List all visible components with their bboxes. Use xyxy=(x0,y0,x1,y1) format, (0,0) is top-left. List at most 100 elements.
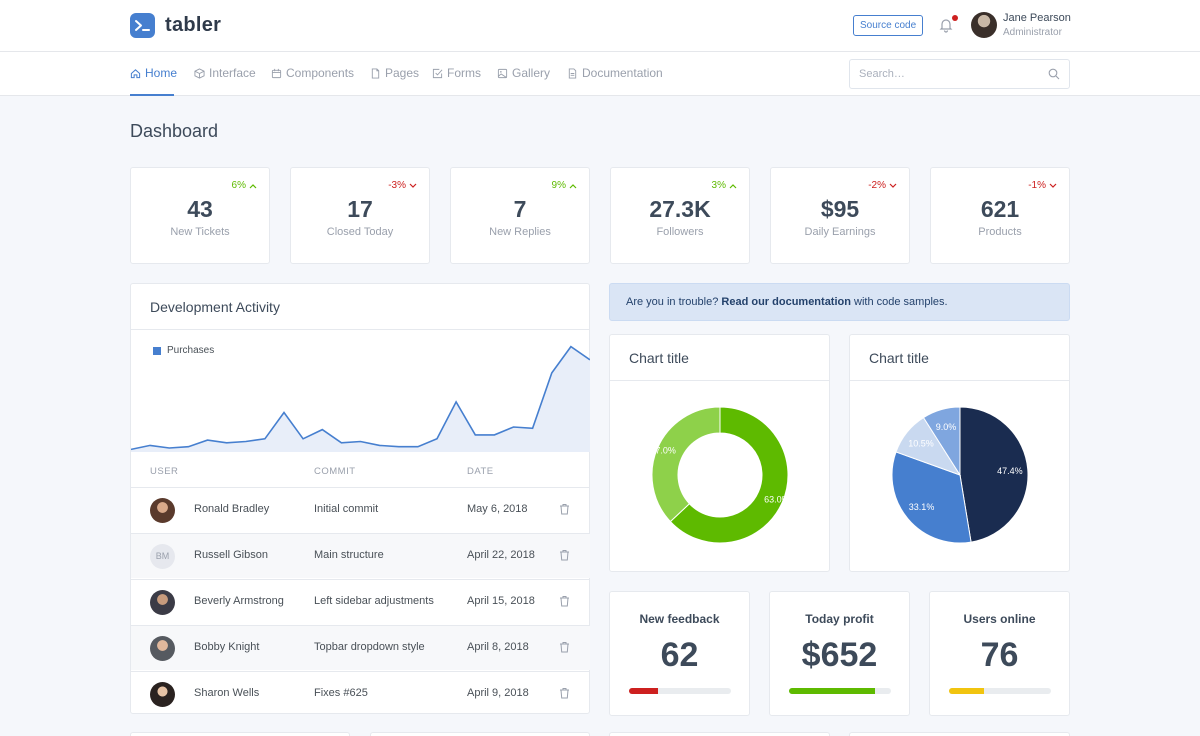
nav-item-gallery[interactable]: Gallery xyxy=(497,66,550,80)
nav-item-home[interactable]: Home xyxy=(130,66,177,80)
commit-cell: Topbar dropdown style xyxy=(314,641,425,653)
trash-icon[interactable] xyxy=(559,503,570,515)
table-row: Sharon Wells Fixes #625 April 9, 2018 xyxy=(131,671,590,716)
calendar-icon xyxy=(271,68,282,78)
stat-value: 43 xyxy=(187,196,213,222)
nav-item-forms[interactable]: Forms xyxy=(432,66,481,80)
nav-label-forms: Forms xyxy=(447,66,481,80)
progress-fill xyxy=(629,688,658,694)
commit-cell: Main structure xyxy=(314,549,384,561)
legend-label: Purchases xyxy=(167,345,215,356)
user-name-cell: Sharon Wells xyxy=(194,687,260,699)
purchases-line xyxy=(131,345,590,451)
nav-item-interface[interactable]: Interface xyxy=(194,66,256,80)
bell-icon[interactable] xyxy=(938,17,954,33)
source-code-button[interactable]: Source code xyxy=(853,15,924,36)
kpi-value: 76 xyxy=(980,636,1019,674)
alert-prefix: Are you in trouble? xyxy=(626,296,719,308)
column-header-user: USER xyxy=(150,466,179,477)
image-icon xyxy=(497,68,508,78)
slice-label: 37.0% xyxy=(650,445,676,455)
top-header: tabler Source code Jane Pearson Administ… xyxy=(0,0,1200,52)
progress-bar xyxy=(949,688,1051,694)
chart-slice xyxy=(922,406,961,477)
stat-change-value: -1% xyxy=(1028,180,1046,191)
commit-cell: Left sidebar adjustments xyxy=(314,595,434,607)
chevron-up-icon xyxy=(249,183,257,188)
chevron-down-icon xyxy=(409,183,417,188)
date-cell: May 6, 2018 xyxy=(467,503,528,515)
progress-fill xyxy=(789,688,875,694)
page-title: Dashboard xyxy=(130,121,219,141)
chart-legend: Purchases xyxy=(153,345,214,356)
commit-cell: Initial commit xyxy=(314,503,379,515)
legend-swatch xyxy=(153,346,161,355)
box-icon xyxy=(194,67,205,79)
slice-label: 47.4% xyxy=(997,466,1023,476)
chart-title: Chart title xyxy=(869,350,929,366)
kpi-title: New feedback xyxy=(639,612,720,626)
purchases-area xyxy=(131,346,590,452)
brand-logo[interactable]: tabler xyxy=(130,13,221,38)
date-cell: April 22, 2018 xyxy=(467,549,535,561)
stat-value: 621 xyxy=(980,196,1020,222)
notification-dot xyxy=(952,15,958,21)
card-title: Development Activity xyxy=(150,299,280,315)
donut-chart: 63.0% 37.0% xyxy=(650,406,790,544)
stat-label: Products xyxy=(978,226,1022,238)
chevron-up-icon xyxy=(729,183,737,188)
stat-change-value: 3% xyxy=(711,180,726,191)
nav-item-documentation[interactable]: Documentation xyxy=(567,66,663,80)
nav-label-documentation: Documentation xyxy=(582,66,663,80)
card-edge xyxy=(130,732,350,736)
file-icon xyxy=(371,67,380,79)
donut-chart-card: Chart title 63.0% 37.0% xyxy=(609,334,830,572)
purchases-area-chart xyxy=(131,345,590,452)
trash-icon[interactable] xyxy=(559,549,570,561)
stat-change-value: 9% xyxy=(551,180,566,191)
card-edge xyxy=(370,732,590,736)
stat-value: 17 xyxy=(347,196,373,222)
stat-change-value: -2% xyxy=(868,180,886,191)
search-box[interactable] xyxy=(849,59,1070,89)
kpi-card: Today profit $652 xyxy=(769,591,910,716)
stat-value: 7 xyxy=(513,196,527,222)
slice-label: 63.0% xyxy=(764,495,790,505)
kpi-card: New feedback 62 xyxy=(609,591,750,716)
trash-icon[interactable] xyxy=(559,641,570,653)
terminal-icon xyxy=(130,13,155,38)
stat-label: Closed Today xyxy=(326,226,394,238)
documentation-link[interactable]: Read our documentation xyxy=(721,296,851,308)
pie-chart: 47.4% 33.1% 10.5%9.0% xyxy=(891,406,1029,544)
trash-icon[interactable] xyxy=(559,687,570,699)
stat-card: 9% 7 New Replies xyxy=(450,167,590,264)
stat-change: -1% xyxy=(1028,180,1057,191)
nav-label-gallery: Gallery xyxy=(512,66,551,80)
stat-change: 6% xyxy=(232,180,257,191)
stat-label: Followers xyxy=(656,226,704,238)
user-avatar[interactable] xyxy=(971,12,997,38)
table-row: BM Russell Gibson Main structure April 22, … xyxy=(131,533,590,578)
card-edge xyxy=(849,732,1070,736)
nav-item-components[interactable]: Components xyxy=(271,66,354,80)
stat-change-value: 6% xyxy=(231,180,246,191)
user-name[interactable]: Jane Pearson xyxy=(1003,12,1071,24)
card-divider xyxy=(131,329,589,330)
commit-cell: Fixes #625 xyxy=(314,687,368,699)
stat-label: Daily Earnings xyxy=(804,226,876,238)
kpi-value: 62 xyxy=(660,636,699,674)
nav-item-pages[interactable]: Pages xyxy=(370,66,419,80)
chart-title: Chart title xyxy=(629,350,689,366)
search-input[interactable] xyxy=(859,60,1039,88)
stat-change: 3% xyxy=(712,180,737,191)
trash-icon[interactable] xyxy=(559,595,570,607)
progress-fill xyxy=(949,688,984,694)
stat-label: New Replies xyxy=(489,226,551,238)
alert-suffix: with code samples. xyxy=(854,296,948,308)
table-row: Ronald Bradley Initial commit May 6, 2018 xyxy=(131,487,590,532)
nav-label-interface: Interface xyxy=(209,66,256,80)
search-icon[interactable] xyxy=(1048,68,1060,80)
chevron-down-icon xyxy=(1049,183,1057,188)
card-edge xyxy=(609,732,830,736)
slice-label: 10.5% xyxy=(908,439,934,449)
